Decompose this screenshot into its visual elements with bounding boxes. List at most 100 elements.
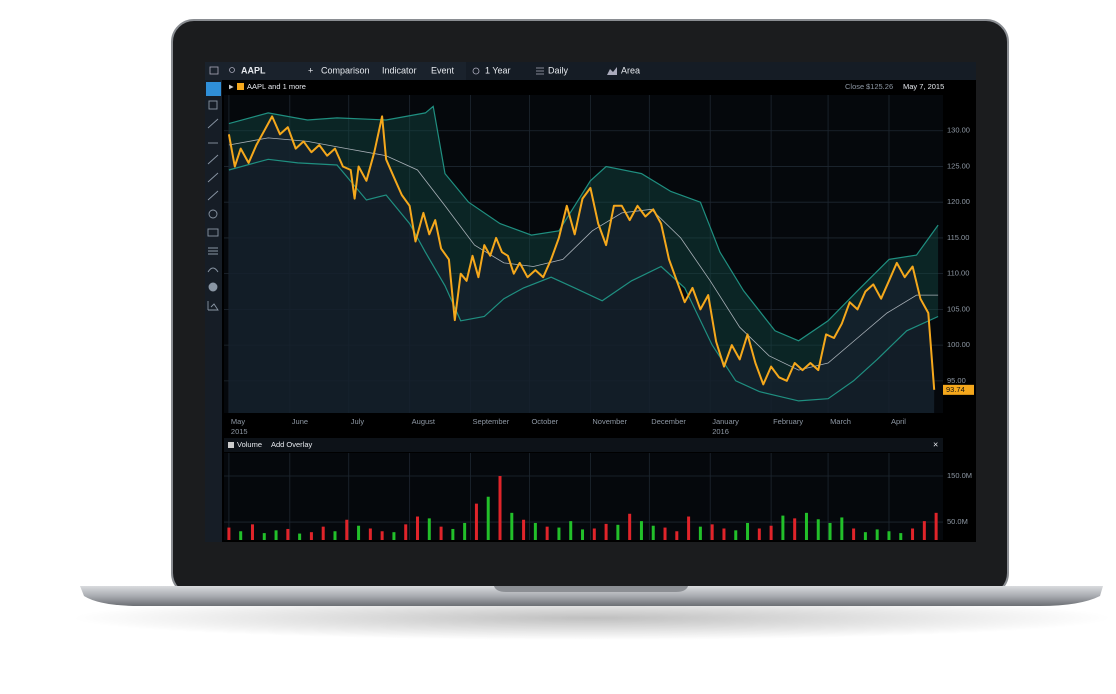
volume-bar [239, 531, 243, 540]
search-icon[interactable] [229, 67, 235, 73]
tool-marker[interactable] [208, 282, 218, 292]
x-tick-label: May [231, 417, 245, 426]
legend-label[interactable]: AAPL and 1 more [247, 82, 306, 91]
interval-icon [536, 67, 544, 75]
plus: + [308, 65, 313, 75]
x-tick-label: April [891, 417, 906, 426]
volume-bar [286, 528, 290, 540]
volume-title: Volume [237, 440, 262, 449]
y-tick-label: 115.00 [947, 233, 969, 242]
interval-button[interactable]: Daily [548, 65, 569, 75]
volume-bar [675, 531, 679, 540]
y-tick-label: 150.0M [947, 471, 972, 480]
x-tick-label: September [473, 417, 510, 426]
volume-bar [463, 522, 467, 540]
add-overlay-button[interactable]: Add Overlay [271, 440, 313, 449]
volume-bar [545, 526, 549, 540]
volume-bar [934, 512, 938, 540]
x-tick-label: June [292, 417, 308, 426]
price-line [227, 115, 936, 390]
volume-bar [321, 526, 325, 540]
comparison-button[interactable]: Comparison [321, 65, 370, 75]
volume-bar [592, 528, 596, 540]
volume-bar [757, 528, 761, 540]
x-tick-label: July [351, 417, 365, 426]
event-button[interactable]: Event [431, 65, 455, 75]
legend-swatch [237, 83, 244, 90]
volume-bar [227, 527, 231, 540]
volume-bar [698, 526, 702, 540]
indicator-button[interactable]: Indicator [382, 65, 417, 75]
folder-icon[interactable] [209, 66, 219, 75]
tool-column [205, 80, 222, 542]
volume-bar [510, 512, 514, 540]
volume-bar [804, 512, 808, 540]
x-year-label: 2015 [231, 427, 248, 436]
x-tick-label: January [712, 417, 739, 426]
volume-bar [368, 528, 372, 540]
volume-bar [769, 525, 773, 540]
close-label: Close [845, 82, 864, 91]
volume-bar [875, 529, 879, 540]
y-tick-label: 125.00 [947, 161, 970, 170]
tool-circle[interactable] [208, 209, 218, 219]
volume-bar [746, 522, 750, 540]
tool-arrow[interactable] [207, 190, 219, 201]
volume-bar [451, 528, 455, 540]
notch [494, 586, 688, 592]
range-button[interactable]: 1 Year [485, 65, 511, 75]
laptop-base [80, 586, 1103, 606]
tool-fib[interactable] [208, 247, 218, 255]
volume-header [224, 438, 943, 452]
close-value: $125.26 [866, 82, 893, 91]
style-button[interactable]: Area [621, 65, 640, 75]
volume-bar [557, 527, 561, 540]
y-tick-label: 105.00 [947, 304, 970, 313]
volume-bar [333, 531, 337, 540]
tool-chart[interactable] [207, 301, 219, 311]
volume-bar [710, 524, 714, 540]
y-tick-label: 95.00 [947, 376, 966, 385]
volume-bar [309, 532, 313, 540]
tool-line[interactable] [207, 118, 219, 129]
tool-trend[interactable] [207, 154, 219, 165]
y-tick-label: 120.00 [947, 197, 970, 206]
volume-bar [911, 528, 915, 540]
volume-bar [427, 518, 431, 540]
y-tick-label: 50.0M [947, 517, 968, 526]
volume-bar [392, 532, 396, 540]
chart-layer: 95.00 100.00 105.00 110.00 115.00 120.00 125.0… [224, 95, 974, 540]
x-tick-label: February [773, 417, 803, 426]
band-line [228, 158, 939, 402]
volume-bar [734, 530, 738, 540]
volume-bar [404, 524, 408, 540]
tool-rect[interactable] [207, 228, 219, 237]
crosshair-tool[interactable] [206, 82, 221, 96]
date-label: May 7, 2015 [903, 82, 944, 91]
volume-bar [922, 521, 926, 540]
tool-zoom[interactable] [208, 100, 218, 110]
tool-channel[interactable] [207, 172, 219, 183]
toolbar-right [466, 62, 976, 80]
expand-arrow[interactable]: ▶ [229, 85, 234, 91]
volume-bar [604, 523, 608, 540]
volume-bar [498, 476, 502, 540]
x-tick-label: August [412, 417, 436, 426]
y-tick-label: 110.00 [947, 269, 969, 278]
volume-bar [816, 519, 820, 540]
volume-bar [840, 517, 844, 540]
volume-bar [899, 533, 903, 540]
symbol[interactable]: AAPL [241, 65, 266, 75]
shadow [72, 596, 1112, 640]
tool-arc[interactable] [207, 267, 219, 273]
volume-bar [639, 521, 643, 540]
volume-bar [522, 519, 526, 540]
volume-swatch [228, 442, 234, 448]
volume-bar [380, 531, 384, 540]
x-tick-label: October [531, 417, 558, 426]
close-button[interactable]: × [933, 439, 938, 449]
band-line [228, 105, 939, 342]
area-icon [607, 67, 617, 75]
volume-bar [569, 521, 573, 540]
volume-bar [628, 513, 632, 540]
